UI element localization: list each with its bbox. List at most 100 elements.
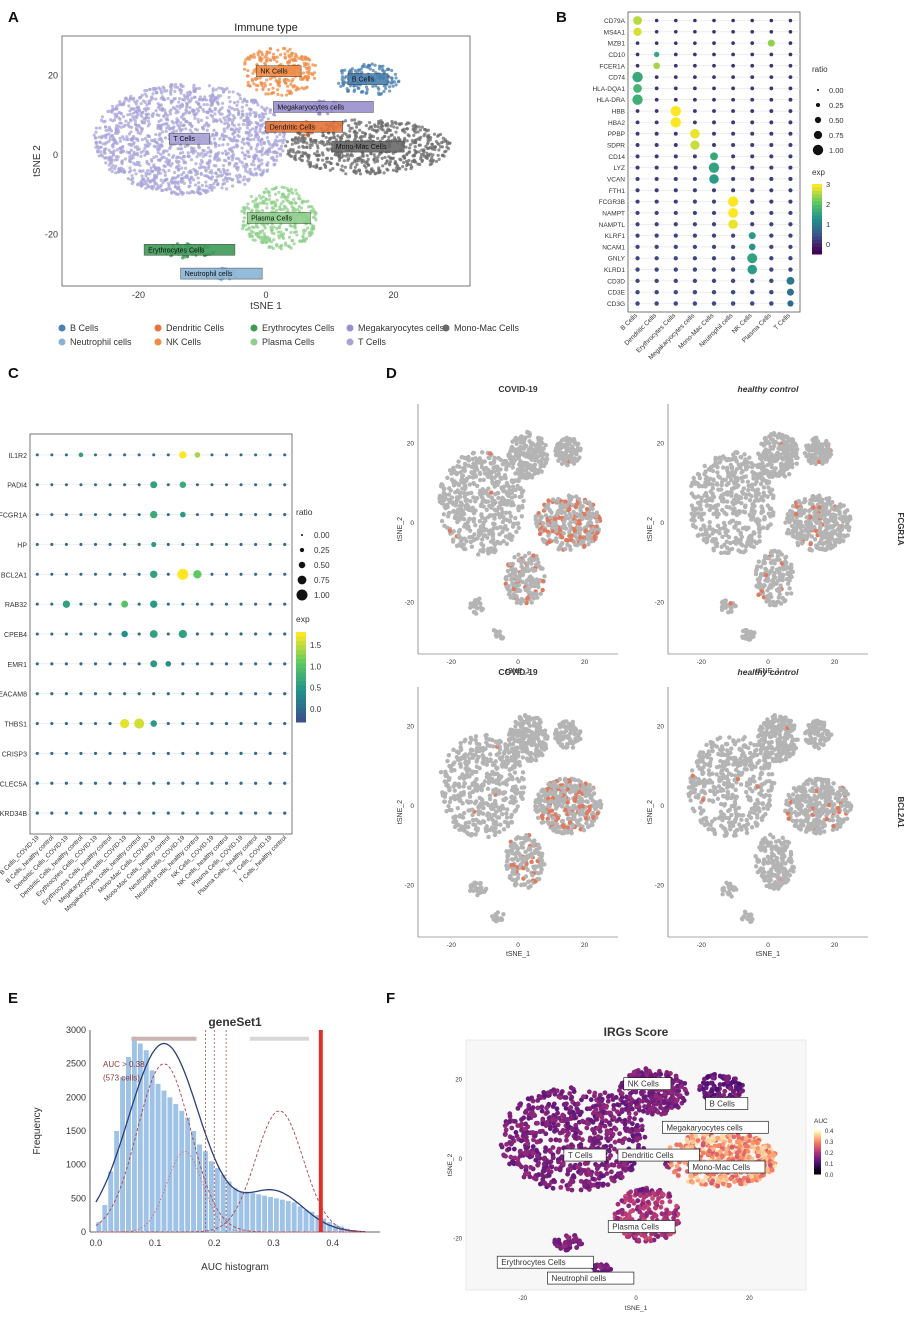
cell-point [274, 208, 279, 213]
cell-point [281, 200, 285, 204]
cell-point [164, 129, 168, 133]
panel-c-dot [123, 513, 127, 517]
tsne-point [509, 479, 515, 484]
cell-point [221, 151, 225, 155]
panel-c-dot [254, 662, 258, 666]
tsne-point [503, 475, 508, 481]
cell-point [436, 133, 441, 137]
panel-c-dot [123, 751, 127, 755]
panel-b-dot [769, 188, 774, 193]
panel-c-exp-tick: 1.0 [310, 662, 322, 671]
cell-point [166, 96, 170, 101]
cell-point [214, 164, 218, 168]
panel-b-exp-gradient [812, 219, 822, 223]
cell-point [271, 52, 276, 56]
panel-c-dot [121, 600, 129, 608]
panel-c-dot [180, 511, 186, 518]
panel-c-dot [79, 483, 83, 487]
panel-b-dot [711, 233, 717, 238]
tsne-point [458, 512, 464, 518]
tsne-point [491, 460, 496, 466]
panel-c-dot [152, 692, 156, 696]
tsne-point [587, 511, 592, 517]
panel-c-dot [35, 483, 39, 487]
cell-point [188, 180, 192, 185]
panel-letter-d: D [386, 365, 397, 382]
panel-c-exp-gradient [296, 654, 306, 660]
panel-c-dot [239, 692, 243, 696]
tsne-point [513, 515, 518, 521]
panel-b-dot [712, 143, 716, 147]
cell-point [273, 203, 277, 208]
cell-point [236, 180, 240, 184]
panel-b-dot [731, 97, 736, 102]
cell-point [253, 129, 257, 134]
tsne-point [582, 499, 588, 505]
cell-point [413, 130, 418, 134]
cell-point [282, 232, 286, 236]
tsne-point [474, 495, 480, 501]
tsne-point [537, 531, 543, 537]
cell-point [228, 100, 232, 104]
tsne-point [457, 494, 463, 499]
tsne-point [472, 465, 477, 471]
panel-b-dot [673, 301, 678, 306]
tsne-point [513, 487, 518, 493]
panel-c-dot [239, 453, 243, 457]
cell-point [429, 158, 433, 162]
panel-b-dot [673, 256, 678, 261]
cell-point [165, 157, 169, 161]
cell-point [365, 154, 369, 158]
cell-point [118, 169, 122, 173]
panel-b-dot [769, 199, 774, 204]
cell-point [265, 78, 269, 82]
cell-point [220, 106, 224, 110]
cell-point [231, 153, 236, 157]
cell-point [208, 183, 212, 187]
panel-c-dot [50, 751, 54, 755]
panel-b-dot [654, 301, 659, 306]
cell-point [137, 123, 141, 127]
cell-point [262, 240, 266, 244]
tsne-point [567, 496, 572, 501]
panel-b-dot [654, 256, 659, 261]
tsne-point [494, 634, 499, 639]
cell-point [259, 142, 263, 147]
tsne-point [525, 561, 530, 566]
panel-c-exp-gradient [296, 668, 306, 673]
cell-point [364, 85, 369, 89]
cell-point [301, 199, 305, 203]
cell-point [258, 129, 262, 134]
panel-c-dot [239, 811, 243, 815]
cell-point [268, 47, 273, 51]
panel-b-dot [788, 29, 793, 34]
panel-c-ratio-dot [297, 575, 307, 585]
cell-point [182, 161, 186, 165]
cell-point [154, 176, 159, 180]
cell-point [214, 88, 218, 92]
cell-point [213, 106, 217, 110]
cell-point [272, 112, 276, 117]
cell-point [204, 169, 208, 173]
cell-point [139, 154, 143, 158]
cell-point [139, 114, 144, 118]
cell-point [390, 119, 394, 124]
panel-b-dot [710, 152, 718, 161]
tsne-point [575, 447, 581, 453]
cell-point [357, 168, 361, 172]
cell-point [275, 135, 279, 139]
cell-point [347, 134, 352, 138]
cell-point [146, 144, 150, 148]
panel-b-dot [654, 267, 659, 272]
tsne-point [478, 477, 483, 483]
panel-b-dot [635, 109, 640, 113]
tsne-point [550, 525, 555, 530]
panel-b-dot [728, 219, 738, 230]
cell-point [382, 171, 386, 175]
cell-point [256, 51, 260, 55]
cell-point [277, 236, 281, 240]
tsne-point [592, 534, 597, 540]
cell-point [428, 146, 432, 150]
tsne-point [508, 561, 513, 567]
cell-point [302, 76, 306, 80]
